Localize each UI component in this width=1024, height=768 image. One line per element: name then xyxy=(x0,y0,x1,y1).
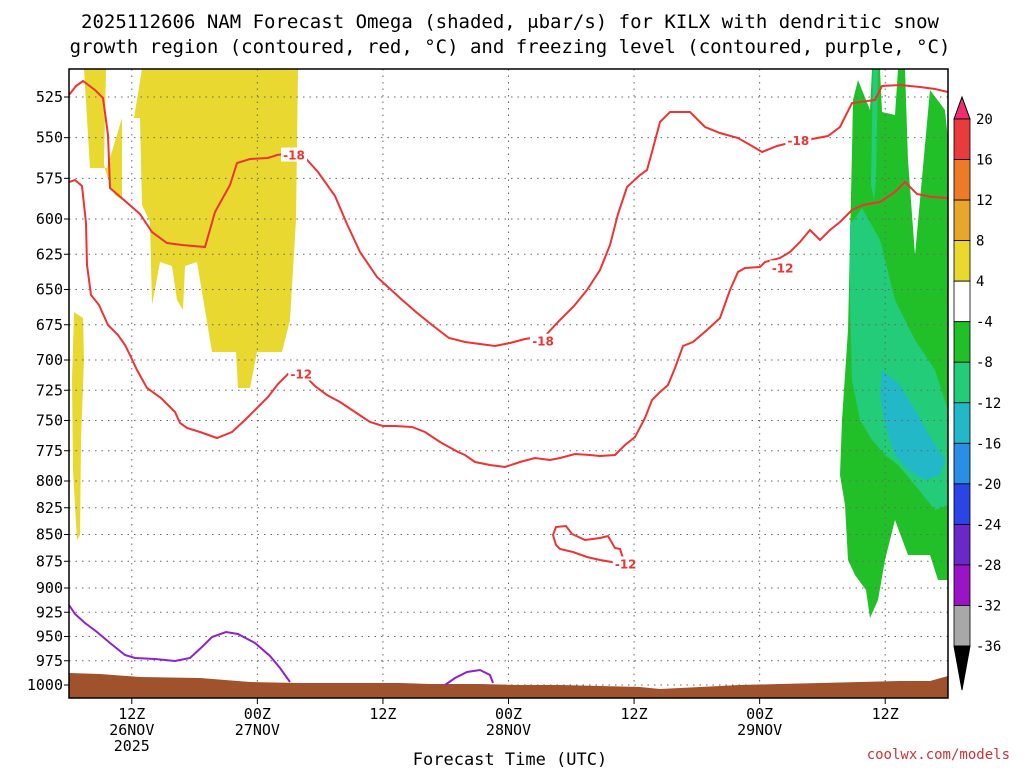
chart-title-line-1: 2025112606 NAM Forecast Omega (shaded, μ… xyxy=(81,11,939,33)
contour-label-background xyxy=(530,333,557,348)
colorbar-max-arrow xyxy=(953,95,971,120)
contour-labels: -18 -18 -18 -12 -12 -12 xyxy=(280,132,812,571)
x-tick-label: 00Z xyxy=(746,705,773,723)
colorbar-segment xyxy=(953,442,971,485)
y-tick-label: 900 xyxy=(36,579,63,597)
contour-label: -18 xyxy=(788,134,810,148)
y-tick-label: 700 xyxy=(36,351,63,369)
y-tick-label: 750 xyxy=(36,412,63,430)
plot-area: -18 -18 -18 -12 -12 -12 xyxy=(68,68,949,699)
x-tick-label: 00Z xyxy=(495,705,522,723)
y-tick-label: 675 xyxy=(36,316,63,334)
colorbar-label: 16 xyxy=(976,153,993,169)
colorbar-segment xyxy=(953,523,971,566)
colorbar-segment xyxy=(953,321,971,363)
x-tick-label: 26NOV xyxy=(109,721,154,739)
colorbar-label: 20 xyxy=(976,112,993,128)
colorbar-label: -12 xyxy=(976,396,1001,412)
y-tick-label: 725 xyxy=(36,381,63,399)
colorbar-segment xyxy=(953,402,971,444)
contour-label-background xyxy=(769,260,796,275)
colorbar-segment xyxy=(953,280,971,323)
y-tick-label: 825 xyxy=(36,499,63,517)
contour-minus12-closed xyxy=(551,524,625,565)
colorbar-label: -36 xyxy=(976,639,1001,655)
colorbar-segment xyxy=(953,159,971,201)
contour-label: -18 xyxy=(283,149,305,163)
y-tick-label: 525 xyxy=(36,88,63,106)
colorbar-segment xyxy=(953,199,971,242)
omega-sinking-cyan xyxy=(880,370,945,480)
contour-label-background xyxy=(288,366,315,381)
colorbar-label: -20 xyxy=(976,477,1001,493)
x-tick-label: 12Z xyxy=(369,705,396,723)
x-tick-label: 12Z xyxy=(621,705,648,723)
colorbar-min-arrow xyxy=(953,645,971,691)
y-tick-label: 800 xyxy=(36,472,63,490)
colorbar-label: 12 xyxy=(976,193,993,209)
x-tick-label: 12Z xyxy=(872,705,899,723)
contour-minus12-main xyxy=(69,178,948,469)
x-tick-label: 28NOV xyxy=(486,721,531,739)
x-tick-label: 2025 xyxy=(114,737,150,755)
colorbar-label: 8 xyxy=(976,234,984,250)
x-tick-label: 27NOV xyxy=(235,721,280,739)
y-tick-label: 775 xyxy=(36,442,63,460)
omega-rising-yellow-main xyxy=(84,69,298,388)
colorbar-segment xyxy=(953,240,971,282)
x-tick-label: 29NOV xyxy=(737,721,782,739)
chart-title-line-2: growth region (contoured, red, °C) and f… xyxy=(70,36,951,58)
colorbar-segment xyxy=(953,118,971,160)
y-tick-label: 1000 xyxy=(27,676,63,694)
colorbar-label: -28 xyxy=(976,558,1001,574)
colorbar-label: -8 xyxy=(976,355,993,371)
y-tick-label: 625 xyxy=(36,245,63,263)
freezing-level-right xyxy=(444,668,494,686)
terrain-ground xyxy=(69,673,948,698)
contour-label-background xyxy=(785,132,812,147)
grid-lines xyxy=(69,69,948,698)
x-tick-label: 12Z xyxy=(118,705,145,723)
y-tick-label: 875 xyxy=(36,552,63,570)
omega-sinking-green-strip xyxy=(871,69,878,200)
contour-label: -18 xyxy=(532,335,554,349)
y-tick-label: 650 xyxy=(36,281,63,299)
freezing-level-contours xyxy=(69,604,494,686)
y-tick-label: 550 xyxy=(36,129,63,147)
contour-label: -12 xyxy=(772,261,794,275)
colorbar-segment xyxy=(953,564,971,606)
credit-text: coolwx.com/models xyxy=(867,747,1010,763)
contour-label: -12 xyxy=(615,557,637,571)
y-tick-label: 850 xyxy=(36,526,63,544)
colorbar-label: -4 xyxy=(976,315,993,331)
colorbar-segment xyxy=(953,361,971,404)
y-tick-label: 925 xyxy=(36,603,63,621)
x-axis-title: Forecast Time (UTC) xyxy=(413,750,607,768)
y-tick-label: 950 xyxy=(36,628,63,646)
colorbar-label: -24 xyxy=(976,517,1001,533)
contour-label-background xyxy=(280,147,307,162)
y-axis: 525 550 575 600 625 650 675 700 725 750 775 800 825 8… xyxy=(27,88,69,694)
contour-label-background xyxy=(612,556,639,571)
colorbar-segment xyxy=(953,605,971,647)
contour-label: -12 xyxy=(290,368,312,382)
colorbar-label: 4 xyxy=(976,274,984,290)
omega-rising-yellow-left xyxy=(72,312,84,540)
colorbar-label: -16 xyxy=(976,436,1001,452)
y-tick-label: 575 xyxy=(36,169,63,187)
y-tick-label: 600 xyxy=(36,210,63,228)
colorbar: 20 16 12 8 4 -4 -8 -12 -16 -20 -24 -28 -32 -36 xyxy=(953,95,1001,691)
colorbar-segment xyxy=(953,483,971,525)
x-tick-label: 00Z xyxy=(244,705,271,723)
freezing-level-left xyxy=(69,604,291,683)
colorbar-label: -32 xyxy=(976,598,1001,614)
y-tick-label: 975 xyxy=(36,652,63,670)
